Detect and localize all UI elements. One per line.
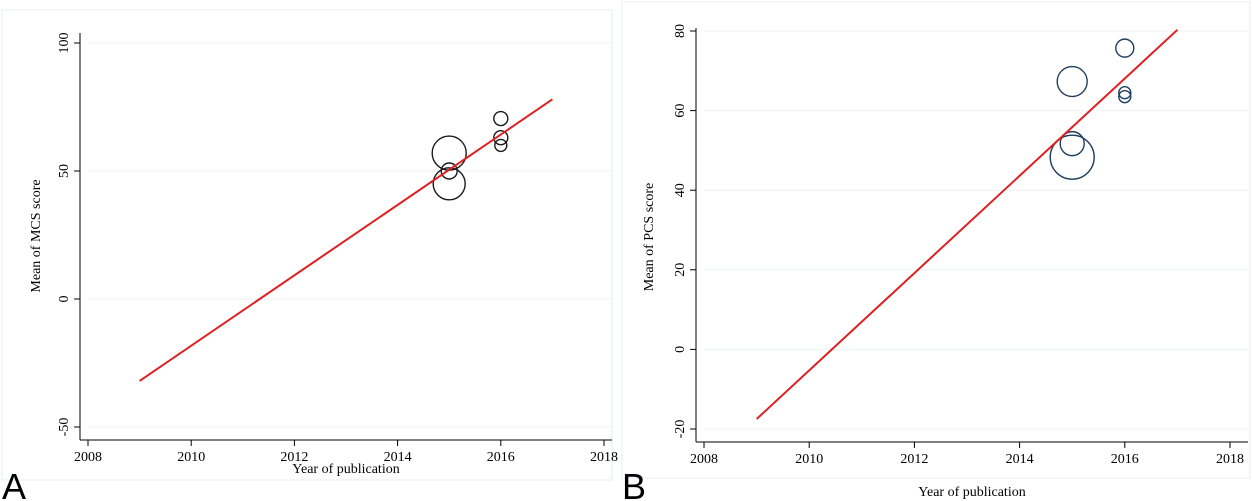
panel-b-y-tick-label: 20 xyxy=(673,263,688,277)
panel-b-x-tick-label: 2016 xyxy=(1111,452,1139,467)
panel-a-marks xyxy=(139,98,553,382)
panel-b-marks xyxy=(755,29,1179,420)
panel-b-data-point xyxy=(1115,38,1135,58)
panel-b-letter: B xyxy=(622,466,646,501)
panel-a-gridlines xyxy=(88,42,612,428)
panel-a-y-tick-label: 100 xyxy=(57,33,72,54)
panel-b-ticks: -20 0 20 40 60 80 2008 2010 2012 2014 2016 2018 xyxy=(673,24,1244,467)
panel-a-fit-line xyxy=(139,98,553,382)
panel-a-x-tick-label: 2016 xyxy=(487,450,515,465)
panel-b-data-point xyxy=(1118,89,1132,104)
panel-b-background xyxy=(621,1,1251,479)
panel-a-x-tick-label: 2012 xyxy=(280,450,308,465)
panel-b-y-tick-label: -20 xyxy=(673,420,688,439)
panel-b-chart: -20 0 20 40 60 80 2008 2010 2012 2014 2016 2018 Yea… xyxy=(621,1,1251,501)
panel-b-x-tick-label: 2012 xyxy=(900,452,928,467)
panel-a-y-tick-label: 0 xyxy=(57,296,72,303)
panel-b-data-point xyxy=(1056,65,1088,98)
panel-a-chart: -50 0 50 100 2008 2010 2012 2014 2016 2018 Year o… xyxy=(1,9,618,501)
panel-a-data-point xyxy=(493,110,509,127)
panel-b-y-tick-label: 60 xyxy=(673,104,688,118)
panel-a-data-point xyxy=(494,138,508,153)
panel-b-fit-line xyxy=(755,29,1179,420)
panel-a-x-tick-label: 2010 xyxy=(177,450,205,465)
panel-a-x-tick-label: 2014 xyxy=(384,450,412,465)
panel-a-y-tick-label: -50 xyxy=(57,418,72,437)
panel-b-x-tick-label: 2008 xyxy=(690,452,718,467)
panel-a-y-axis-title: Mean of MCS score xyxy=(29,179,44,292)
panel-b-y-tick-label: 0 xyxy=(673,346,688,353)
panel-b-data-point xyxy=(1118,85,1132,100)
panel-b-y-tick-label: 80 xyxy=(673,24,688,38)
panel-a-y-tick-label: 50 xyxy=(57,164,72,178)
panel-b-x-axis-title: Year of publication xyxy=(918,485,1025,500)
panel-a-letter: A xyxy=(2,466,26,501)
panel-b-y-axis-title: Mean of PCS score xyxy=(642,183,657,292)
panel-b-y-tick-label: 40 xyxy=(673,183,688,197)
panel-a-data-point xyxy=(432,167,466,201)
panel-a-data-point xyxy=(440,162,458,180)
panel-a-background xyxy=(1,9,613,481)
panel-b-data-point xyxy=(1049,134,1095,180)
panel-a-data-point xyxy=(493,130,509,146)
panel-b-x-tick-label: 2014 xyxy=(1006,452,1034,467)
panel-a-x-axis-title: Year of publication xyxy=(292,462,399,477)
panel-a-ticks: -50 0 50 100 2008 2010 2012 2014 2016 2018 xyxy=(57,33,618,466)
panel-b-x-tick-label: 2010 xyxy=(795,452,823,467)
panel-b-data-point xyxy=(1059,130,1085,157)
panel-b-gridlines xyxy=(704,30,1248,430)
panel-a-x-tick-label: 2018 xyxy=(590,450,618,465)
panel-b-x-tick-label: 2018 xyxy=(1216,452,1244,467)
panel-a-x-tick-label: 2008 xyxy=(74,450,102,465)
